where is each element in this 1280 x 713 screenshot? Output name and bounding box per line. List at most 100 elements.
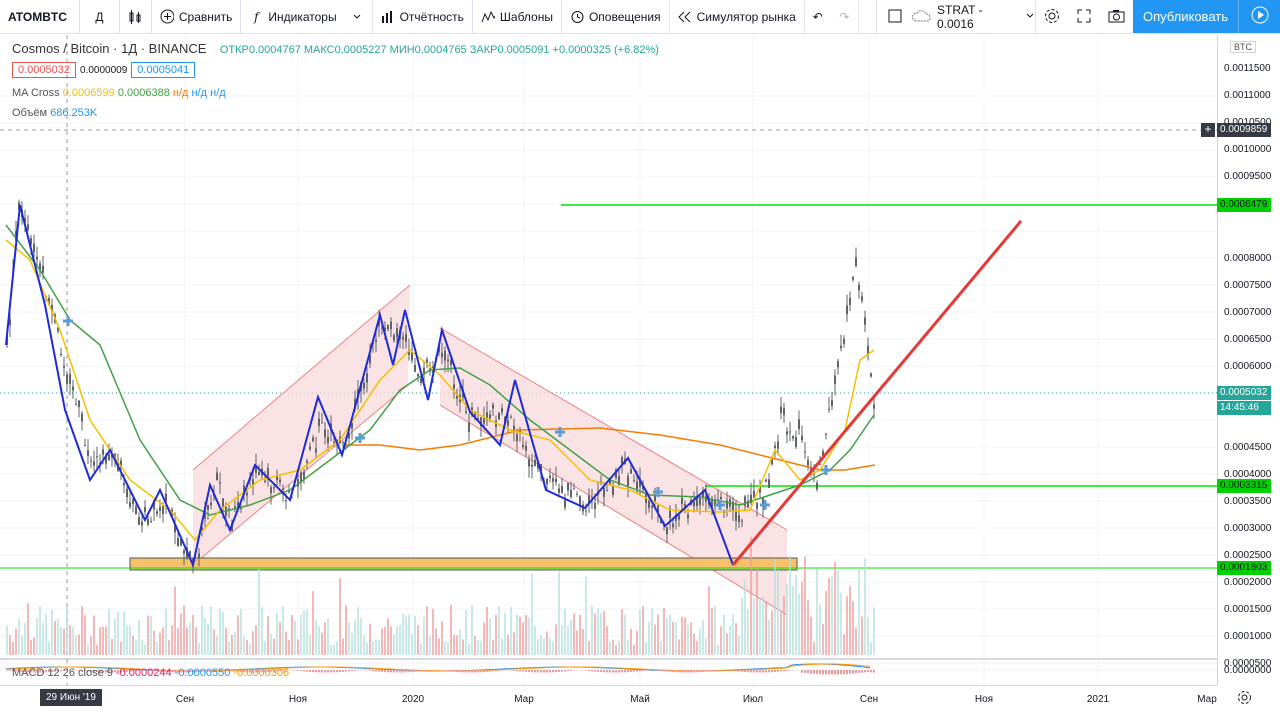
volume-bar <box>15 628 17 655</box>
settings-button[interactable] <box>1036 0 1068 34</box>
time-tick: Ноя <box>288 694 308 705</box>
time-tick: 2021 <box>1086 694 1110 705</box>
volume-bar <box>39 605 41 655</box>
volume-name: Объём <box>12 107 48 119</box>
volume-bar <box>843 634 845 655</box>
volume-bar <box>606 626 608 655</box>
publish-button[interactable]: Опубликовать <box>1133 0 1238 33</box>
undo-button[interactable]: ↶ <box>805 0 831 34</box>
candle-body <box>306 460 308 463</box>
volume-bar <box>486 607 488 655</box>
candle-body <box>834 375 836 384</box>
publish-menu-button[interactable] <box>1238 0 1280 33</box>
candle-body <box>618 476 620 486</box>
volume-bar <box>720 626 722 655</box>
macd-histogram-bar <box>543 670 545 673</box>
symbol-title[interactable]: Cosmos / Bitcoin · 1Д · BINANCE <box>12 41 207 56</box>
last-price-label: 0.0005032 <box>1217 386 1271 400</box>
time-settings-button[interactable] <box>1234 689 1254 709</box>
indicators-button[interactable]: f Индикаторы <box>241 0 373 34</box>
candle-body <box>246 493 248 496</box>
candle-body <box>240 507 242 510</box>
time-tick: Ноя <box>974 694 994 705</box>
candle-body <box>774 445 776 449</box>
candle-body <box>210 502 212 506</box>
price-tick: 0.0003500 <box>1224 496 1272 507</box>
macd-histogram-bar <box>522 670 524 672</box>
volume-bar <box>771 610 773 655</box>
support-zone <box>129 557 798 571</box>
macd-histogram-bar <box>813 670 815 674</box>
macd-histogram-bar <box>381 670 383 672</box>
volume-bar <box>696 641 698 655</box>
macd-histogram-bar <box>261 670 263 673</box>
macd-legend[interactable]: MACD 12 26 close 9 -0.0000244 -0.0000550… <box>12 667 289 679</box>
volume-bar <box>603 611 605 655</box>
price-tick: 0.0006000 <box>1224 361 1272 372</box>
macd-histogram-bar <box>171 670 173 673</box>
symbol-search[interactable]: ATOMBTC <box>0 0 80 34</box>
volume-bar <box>873 607 875 655</box>
sell-price-box[interactable]: 0.0005032 <box>12 62 76 78</box>
macd-histogram-bar <box>387 670 389 673</box>
crosshair-plus-icon[interactable]: + <box>1201 123 1215 137</box>
strategy-button[interactable]: STRAT - 0.0016 <box>912 0 1036 34</box>
volume-bar <box>516 614 518 655</box>
candle-body <box>783 407 785 416</box>
compare-button[interactable]: Сравнить <box>152 0 242 34</box>
macd-histogram-bar <box>537 670 539 673</box>
time-tick: 2020 <box>401 694 425 705</box>
alerts-button[interactable]: Оповещения <box>562 0 670 34</box>
volume-bar <box>315 620 317 655</box>
macd-histogram-bar <box>378 670 380 672</box>
macd-histogram-bar <box>672 670 674 673</box>
replay-button[interactable]: Симулятор рынка <box>670 0 805 34</box>
templates-button[interactable]: Шаблоны <box>473 0 562 34</box>
financials-button[interactable]: Отчётность <box>373 0 473 34</box>
macd-histogram-bar <box>744 670 746 673</box>
chart-style-button[interactable] <box>120 0 152 34</box>
volume-bar <box>396 626 398 655</box>
volume-legend[interactable]: Объём 686.253K <box>12 107 97 119</box>
macd-histogram-bar <box>573 670 575 671</box>
volume-bar <box>762 596 764 655</box>
volume-bar <box>744 580 746 655</box>
macd-histogram-bar <box>150 670 152 671</box>
volume-bar <box>195 627 197 655</box>
macd-histogram-bar <box>132 670 134 672</box>
redo-button[interactable]: ↷ <box>831 0 859 34</box>
candle-body <box>312 437 314 442</box>
fullscreen-toggle-button[interactable] <box>876 0 912 34</box>
candle-body <box>489 414 491 419</box>
macd-histogram-bar <box>234 670 236 672</box>
candle-body <box>93 461 95 466</box>
macd-histogram-bar <box>789 670 791 671</box>
volume-bar <box>147 615 149 655</box>
volume-bar <box>621 608 623 655</box>
macd-histogram-bar <box>837 670 839 675</box>
volume-bar <box>429 635 431 655</box>
time-scale[interactable]: 29 Июн '19 Сен Ноя 2020 Мар Май Июл Сен Ноя 2021… <box>0 685 1217 713</box>
expand-button[interactable] <box>1068 0 1100 34</box>
ma-cross-legend[interactable]: MA Cross 0.0006599 0.0006388 н/д н/д н/д <box>12 87 226 99</box>
buy-price-box[interactable]: 0.0005041 <box>131 62 196 78</box>
volume-bar <box>72 626 74 655</box>
macd-histogram-bar <box>609 670 611 673</box>
volume-bar <box>612 639 614 655</box>
volume-bar <box>171 625 173 655</box>
price-chart[interactable] <box>0 35 1217 685</box>
snapshot-button[interactable] <box>1100 0 1132 34</box>
volume-bar <box>750 536 752 655</box>
chart-pane[interactable] <box>0 35 1280 713</box>
interval-button[interactable]: Д <box>80 0 120 34</box>
price-scale[interactable]: BTC 0.0011500 0.0011000 0.0010500 0.0010000… <box>1217 35 1280 685</box>
price-tick: 0.0000000 <box>1224 665 1272 676</box>
macd-histogram-bar <box>273 670 275 672</box>
candle-body <box>198 553 200 558</box>
alarm-clock-icon <box>570 10 584 24</box>
publish-label: Опубликовать <box>1142 9 1228 24</box>
macd-histogram-bar <box>633 670 635 672</box>
volume-bar <box>810 616 812 655</box>
candle-body <box>105 455 107 464</box>
candle-body <box>693 501 695 507</box>
